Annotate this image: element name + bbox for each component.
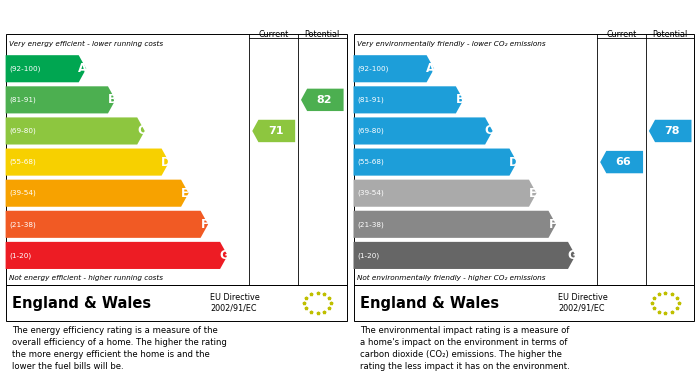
Text: Not energy efficient - higher running costs: Not energy efficient - higher running co… <box>9 275 163 281</box>
Text: (1-20): (1-20) <box>358 252 379 259</box>
Text: A: A <box>426 62 435 75</box>
Text: 82: 82 <box>316 95 332 105</box>
Text: England & Wales: England & Wales <box>360 296 499 310</box>
Text: A: A <box>78 62 88 75</box>
Text: (69-80): (69-80) <box>10 128 36 134</box>
Text: Very energy efficient - lower running costs: Very energy efficient - lower running co… <box>9 41 163 47</box>
Text: (1-20): (1-20) <box>10 252 32 259</box>
Polygon shape <box>649 120 692 142</box>
Polygon shape <box>354 117 493 145</box>
Polygon shape <box>354 179 536 207</box>
Text: (55-68): (55-68) <box>358 159 384 165</box>
Text: Current: Current <box>606 30 637 39</box>
Text: C: C <box>485 124 494 138</box>
Polygon shape <box>354 86 463 113</box>
Polygon shape <box>301 89 344 111</box>
Polygon shape <box>6 179 188 207</box>
Text: EU Directive
2002/91/EC: EU Directive 2002/91/EC <box>210 292 260 312</box>
Text: Potential: Potential <box>652 30 688 39</box>
Text: (81-91): (81-91) <box>10 97 36 103</box>
Text: The environmental impact rating is a measure of
a home's impact on the environme: The environmental impact rating is a mea… <box>360 326 570 371</box>
Text: E: E <box>529 187 537 200</box>
Text: B: B <box>108 93 117 106</box>
Polygon shape <box>6 86 116 113</box>
Polygon shape <box>6 55 86 82</box>
Text: G: G <box>567 249 577 262</box>
Polygon shape <box>354 149 517 176</box>
Text: B: B <box>456 93 465 106</box>
Text: F: F <box>549 218 557 231</box>
Text: England & Wales: England & Wales <box>13 296 151 310</box>
Text: Current: Current <box>258 30 289 39</box>
Text: E: E <box>181 187 189 200</box>
Text: The energy efficiency rating is a measure of the
overall efficiency of a home. T: The energy efficiency rating is a measur… <box>13 326 228 371</box>
Text: Very environmentally friendly - lower CO₂ emissions: Very environmentally friendly - lower CO… <box>357 41 545 47</box>
Text: 66: 66 <box>615 157 631 167</box>
Text: (92-100): (92-100) <box>10 66 41 72</box>
Text: (69-80): (69-80) <box>358 128 384 134</box>
Polygon shape <box>354 211 556 238</box>
Text: (21-38): (21-38) <box>358 221 384 228</box>
Text: (39-54): (39-54) <box>358 190 384 196</box>
Text: 71: 71 <box>268 126 284 136</box>
Text: F: F <box>201 218 209 231</box>
Text: Potential: Potential <box>304 30 340 39</box>
Text: D: D <box>161 156 171 169</box>
Polygon shape <box>354 242 575 269</box>
Text: 78: 78 <box>664 126 680 136</box>
Text: Not environmentally friendly - higher CO₂ emissions: Not environmentally friendly - higher CO… <box>357 275 545 281</box>
Text: (21-38): (21-38) <box>10 221 36 228</box>
Text: Energy Efficiency Rating: Energy Efficiency Rating <box>10 12 173 25</box>
Text: Environmental Impact (CO₂) Rating: Environmental Impact (CO₂) Rating <box>358 12 591 25</box>
Text: (39-54): (39-54) <box>10 190 36 196</box>
Polygon shape <box>354 55 434 82</box>
Text: G: G <box>219 249 229 262</box>
Text: (55-68): (55-68) <box>10 159 36 165</box>
Text: D: D <box>509 156 519 169</box>
Polygon shape <box>6 242 228 269</box>
Polygon shape <box>600 151 643 173</box>
Polygon shape <box>6 149 169 176</box>
Text: C: C <box>137 124 146 138</box>
Text: EU Directive
2002/91/EC: EU Directive 2002/91/EC <box>558 292 608 312</box>
Polygon shape <box>6 211 208 238</box>
Polygon shape <box>252 120 295 142</box>
Text: (92-100): (92-100) <box>358 66 389 72</box>
Text: (81-91): (81-91) <box>358 97 384 103</box>
Polygon shape <box>6 117 145 145</box>
